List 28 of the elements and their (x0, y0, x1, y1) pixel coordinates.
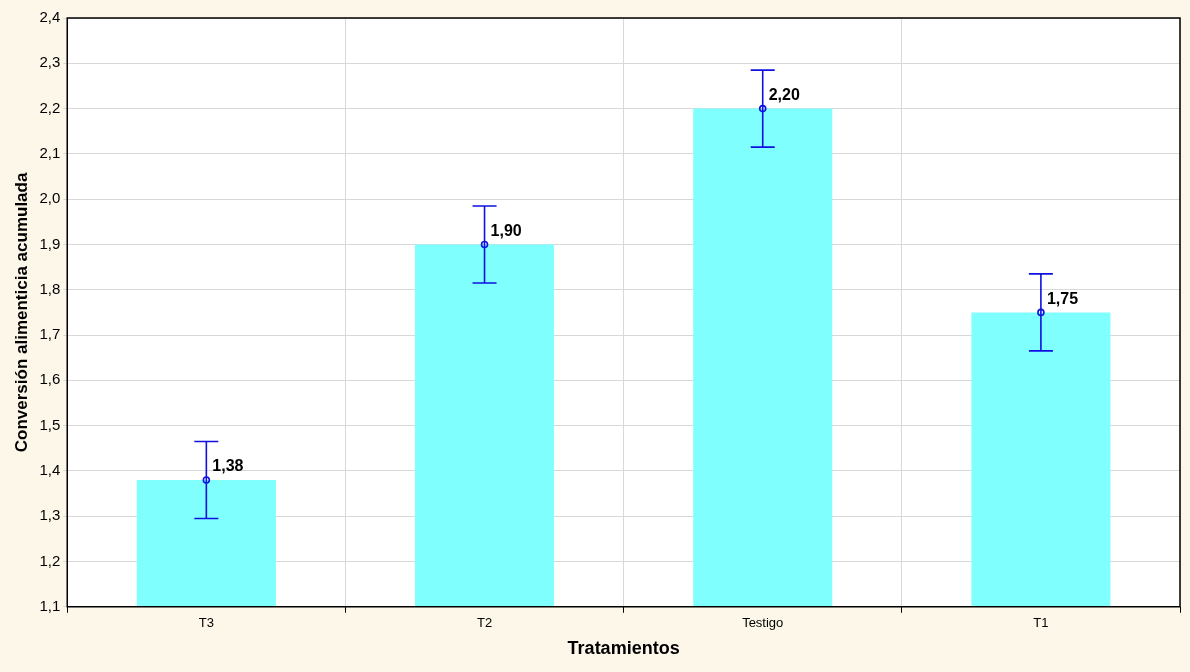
data-label: 1,90 (490, 221, 522, 239)
data-label: 1,38 (212, 457, 244, 475)
point (202, 476, 211, 484)
y-tick-label: 2,1 (39, 144, 61, 162)
x-tick-label: T2 (476, 615, 493, 631)
y-tick-label: 1,6 (39, 370, 61, 388)
data-label: 1,75 (1046, 289, 1079, 307)
x-tick-label: T3 (198, 615, 214, 631)
x-tick-label: Testigo (742, 615, 784, 631)
y-tick-label: 1,7 (39, 325, 61, 343)
y-tick-label: 1,8 (39, 279, 61, 297)
y-tick-label: 1,5 (39, 415, 61, 433)
data-label: 2,20 (768, 85, 800, 103)
y-tick-label: 2,2 (39, 98, 61, 116)
point (1037, 308, 1045, 317)
point (480, 240, 489, 249)
x-tick-label: T1 (1033, 615, 1049, 631)
y-tick-label: 1,9 (39, 234, 61, 252)
y-axis-title: Conversión alimenticia acumulada (11, 172, 31, 453)
y-tick-label: 2,0 (39, 189, 61, 207)
y-tick-label: 1,4 (39, 461, 61, 479)
y-tick-label: 2,4 (39, 8, 61, 26)
point (758, 104, 767, 113)
y-tick-label: 1,2 (39, 551, 61, 569)
y-tick-label: 1,1 (39, 596, 61, 614)
x-axis-title: Tratamientos (567, 638, 680, 659)
y-tick-label: 2,3 (39, 53, 61, 71)
y-tick-label: 1,3 (39, 506, 61, 524)
